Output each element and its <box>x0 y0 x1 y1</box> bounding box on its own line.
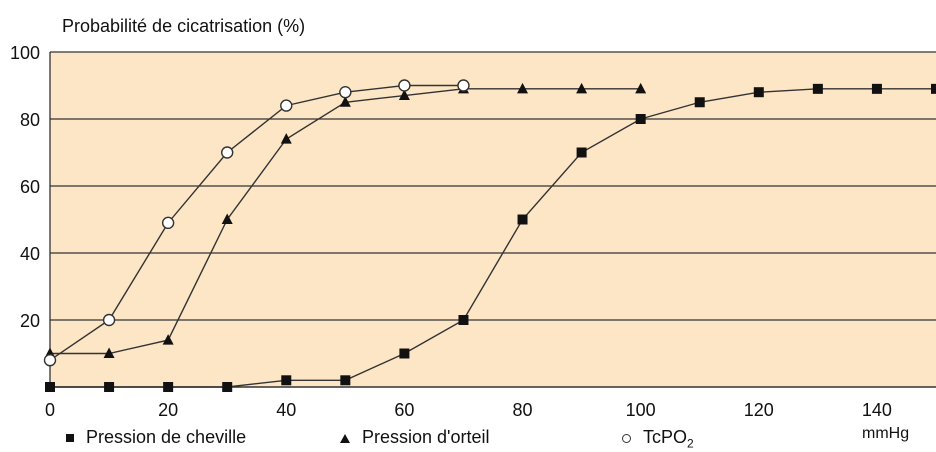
data-point-s0-3 <box>222 382 232 392</box>
legend-item-ankle: Pression de cheville <box>66 427 246 448</box>
y-tick-label-60: 60 <box>20 177 40 197</box>
data-point-s0-5 <box>340 375 350 385</box>
data-point-s2-5 <box>340 87 351 98</box>
triangle-marker-icon <box>340 434 350 443</box>
data-point-s2-0 <box>45 355 56 366</box>
legend-label-toe: Pression d'orteil <box>362 427 490 447</box>
legend-label-tcpo2: TcPO <box>643 427 687 447</box>
x-tick-label-80: 80 <box>513 400 533 420</box>
data-point-s2-7 <box>458 80 469 91</box>
square-marker-icon <box>66 434 74 442</box>
x-tick-label-20: 20 <box>158 400 178 420</box>
legend-label-ankle: Pression de cheville <box>86 427 246 447</box>
data-point-s2-6 <box>399 80 410 91</box>
x-axis-unit: mmHg <box>862 425 909 443</box>
data-point-s0-1 <box>104 382 114 392</box>
y-axis: 20 40 60 80 100 <box>10 43 40 331</box>
data-point-s0-0 <box>45 382 55 392</box>
chart-title: Probabilité de cicatrisation (%) <box>62 16 305 37</box>
data-point-s2-2 <box>163 217 174 228</box>
data-point-s2-1 <box>104 315 115 326</box>
x-tick-label-100: 100 <box>626 400 656 420</box>
x-axis: 0 20 40 60 80 100 120 140 <box>45 400 892 420</box>
data-point-s0-2 <box>163 382 173 392</box>
data-point-s0-8 <box>518 215 528 225</box>
legend-item-tcpo2: TcPO2 <box>622 427 694 451</box>
data-point-s0-14 <box>872 84 882 94</box>
legend-label-tcpo2-subscript: 2 <box>687 437 694 451</box>
data-point-s0-6 <box>399 349 409 359</box>
x-tick-label-120: 120 <box>744 400 774 420</box>
data-point-s0-10 <box>636 114 646 124</box>
data-point-s0-9 <box>577 148 587 158</box>
legend-item-toe: Pression d'orteil <box>340 427 490 448</box>
circle-marker-icon <box>622 434 631 443</box>
y-tick-label-20: 20 <box>20 311 40 331</box>
y-tick-label-100: 100 <box>10 43 40 63</box>
data-point-s0-4 <box>281 375 291 385</box>
x-tick-label-0: 0 <box>45 400 55 420</box>
data-point-s0-12 <box>754 87 764 97</box>
data-point-s0-13 <box>813 84 823 94</box>
x-tick-label-40: 40 <box>276 400 296 420</box>
data-point-s0-7 <box>458 315 468 325</box>
data-point-s2-3 <box>222 147 233 158</box>
plot-area <box>50 52 936 387</box>
data-point-s0-11 <box>695 97 705 107</box>
data-point-s2-4 <box>281 100 292 111</box>
data-point-s0-15 <box>931 84 936 94</box>
x-tick-label-60: 60 <box>394 400 414 420</box>
x-tick-label-140: 140 <box>862 400 892 420</box>
y-tick-label-80: 80 <box>20 110 40 130</box>
y-tick-label-40: 40 <box>20 244 40 264</box>
